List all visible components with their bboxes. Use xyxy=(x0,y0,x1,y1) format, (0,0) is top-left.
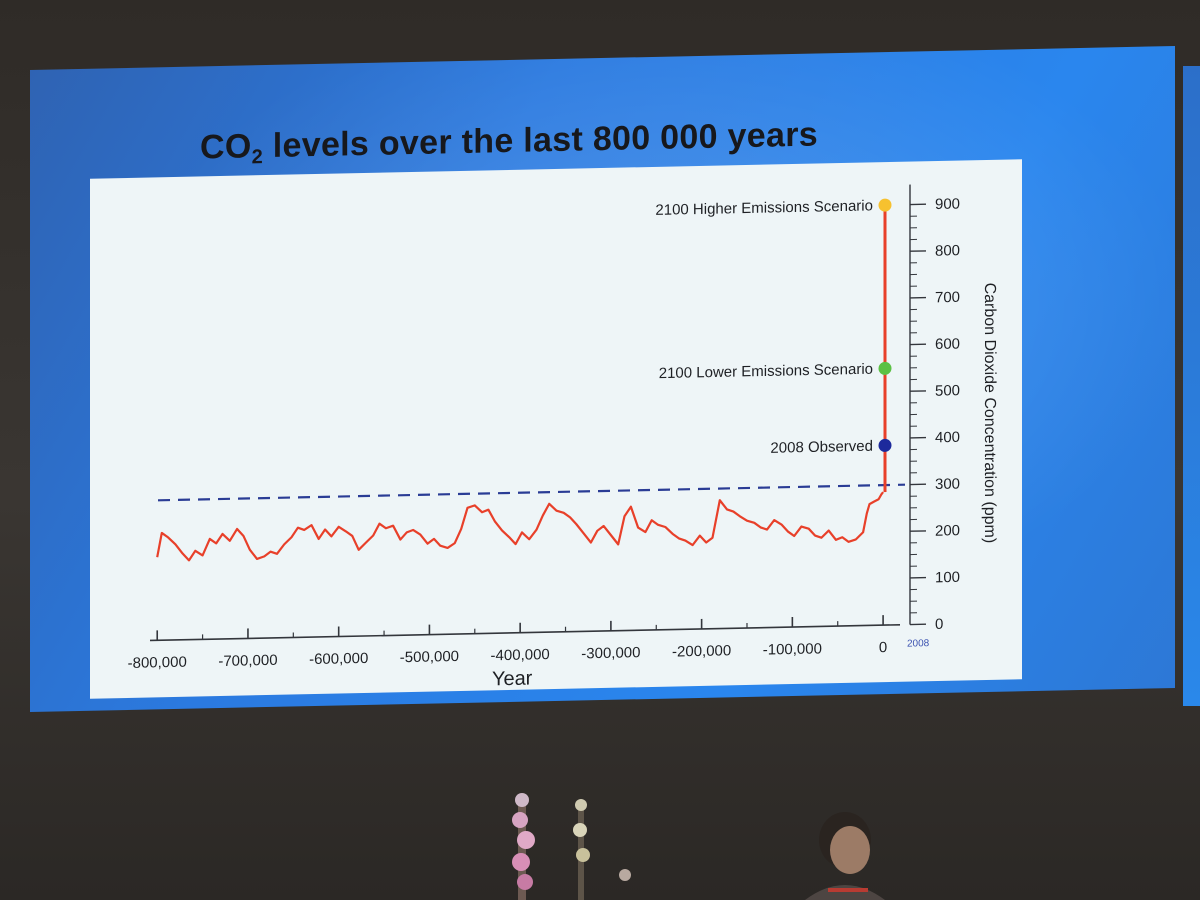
chart-panel: -800,000 -700,000 -600,000 -500,000 -400,000… xyxy=(90,159,1022,699)
x-tick-label: 0 xyxy=(879,639,887,656)
x-tick-label: -300,000 xyxy=(581,644,640,662)
scenario-label: 2008 Observed xyxy=(770,438,873,457)
y-tick-label: 800 xyxy=(935,242,960,260)
y-tick-label: 100 xyxy=(935,569,960,587)
x-extra-label: 2008 xyxy=(907,638,930,649)
x-tick-label: -800,000 xyxy=(128,654,187,672)
scenario-label: 2100 Lower Emissions Scenario xyxy=(659,361,873,382)
x-tick-label: -100,000 xyxy=(763,640,822,658)
scenario-label: 2100 Higher Emissions Scenario xyxy=(655,197,873,219)
projected-slide: CO2 levels over the last 800 000 years -… xyxy=(30,46,1175,712)
x-tick-label: -700,000 xyxy=(218,652,277,670)
scenario-point xyxy=(878,198,892,212)
scenario-point xyxy=(878,438,892,452)
scenario-point xyxy=(878,361,892,375)
speaker-silhouette xyxy=(805,812,885,900)
co2-series-line xyxy=(156,491,884,562)
y-tick-label: 600 xyxy=(935,336,960,354)
x-axis-label: Year xyxy=(492,667,533,690)
y-tick-label: 0 xyxy=(935,616,943,633)
x-tick-label: -200,000 xyxy=(672,642,731,660)
co2-chart: -800,000 -700,000 -600,000 -500,000 -400,000… xyxy=(128,184,998,690)
y-tick-label: 400 xyxy=(935,429,960,447)
y-tick-label: 900 xyxy=(935,196,960,214)
y-tick-label: 700 xyxy=(935,289,960,307)
x-tick-label: -500,000 xyxy=(400,648,459,666)
adjacent-screen-edge xyxy=(1183,66,1200,706)
title-co: CO xyxy=(200,127,252,167)
y-axis-label: Carbon Dioxide Concentration (ppm) xyxy=(981,282,998,543)
title-subscript-2: 2 xyxy=(251,146,264,169)
reference-dashed-line xyxy=(158,483,905,502)
x-tick-label: -400,000 xyxy=(491,646,550,664)
x-axis-line xyxy=(150,623,900,642)
y-tick-label: 200 xyxy=(935,522,960,540)
flower-arrangement xyxy=(512,793,631,900)
x-tick-label: -600,000 xyxy=(309,650,368,668)
y-tick-label: 300 xyxy=(935,476,960,494)
y-tick-label: 500 xyxy=(935,382,960,400)
